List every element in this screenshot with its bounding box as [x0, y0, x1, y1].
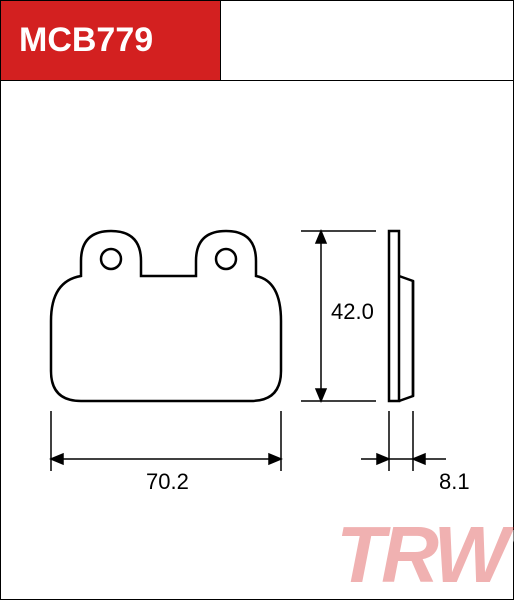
technical-drawing-svg: [1, 81, 514, 601]
dim-width: [51, 411, 281, 471]
dim-thickness: [361, 411, 446, 471]
pad-front-view: [51, 231, 281, 401]
dim-thickness-label: 8.1: [439, 469, 470, 495]
dim-height-label: 42.0: [331, 299, 374, 325]
header: MCB779: [1, 1, 513, 81]
diagram-container: MCB779: [0, 0, 514, 600]
part-number-title: MCB779: [1, 1, 221, 80]
dim-width-label: 70.2: [146, 469, 189, 495]
header-blank: [221, 1, 513, 80]
pad-side-view: [389, 231, 413, 401]
drawing-area: 70.2 42.0 8.1 TRW TRW: [1, 81, 513, 601]
